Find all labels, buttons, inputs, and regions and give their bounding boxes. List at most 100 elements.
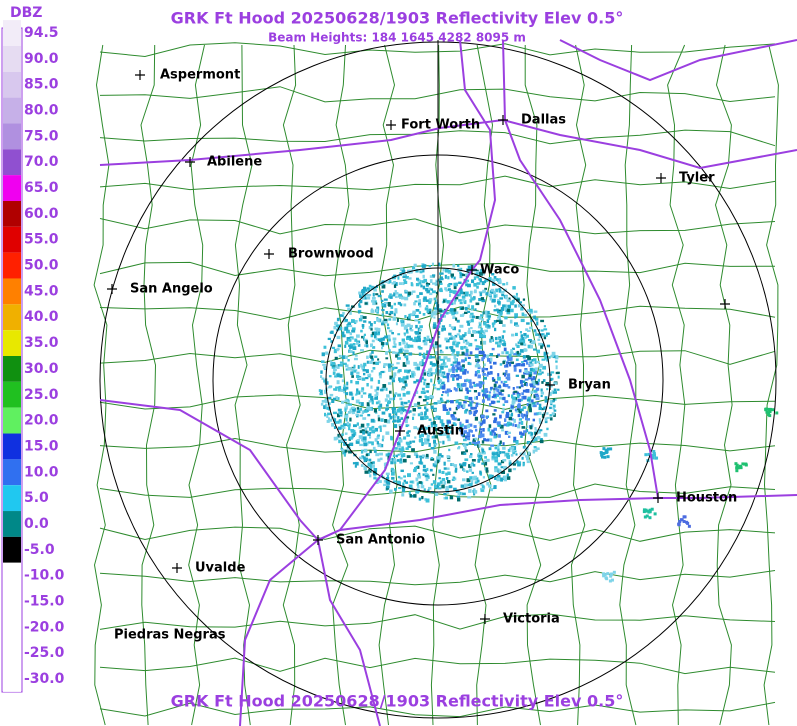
city-marker <box>107 284 117 294</box>
echo <box>447 378 450 383</box>
echo <box>536 436 541 440</box>
echo <box>518 410 522 414</box>
echo <box>401 338 406 342</box>
echo <box>361 324 365 328</box>
echo <box>491 455 495 459</box>
echo <box>497 424 502 427</box>
echo <box>515 410 519 413</box>
echo <box>462 478 466 482</box>
echo <box>437 487 442 490</box>
county-line <box>619 44 637 726</box>
echo <box>382 342 386 346</box>
echo <box>531 404 535 408</box>
echo <box>606 572 610 576</box>
echo <box>331 423 335 427</box>
echo <box>644 453 648 457</box>
echo <box>511 333 515 337</box>
echo <box>389 293 392 297</box>
echo <box>516 460 519 464</box>
echo <box>467 310 471 314</box>
echo <box>381 386 386 391</box>
echo <box>397 441 401 446</box>
echo <box>400 469 404 473</box>
echo <box>442 375 447 379</box>
echo <box>400 408 405 413</box>
echo <box>344 340 349 345</box>
echo <box>443 315 446 318</box>
echo <box>424 395 427 398</box>
echo <box>404 369 408 373</box>
echo <box>512 286 516 290</box>
echo <box>554 355 559 358</box>
echo <box>409 313 413 317</box>
echo <box>524 378 529 381</box>
echo <box>468 396 473 401</box>
echo <box>653 512 657 516</box>
echo <box>359 430 364 434</box>
echo <box>402 364 407 367</box>
echo <box>451 415 456 420</box>
echo <box>441 371 446 375</box>
echo <box>329 418 333 422</box>
echo <box>403 409 407 412</box>
echo <box>480 340 483 345</box>
echo <box>492 378 496 382</box>
city-label: Aspermont <box>160 68 240 83</box>
echo <box>396 480 401 485</box>
echo <box>345 304 350 307</box>
echo <box>500 389 505 392</box>
echo <box>370 398 374 402</box>
echo <box>432 463 437 467</box>
echo <box>523 413 526 417</box>
echo <box>391 457 394 461</box>
echo <box>321 377 325 380</box>
echo <box>529 326 533 330</box>
echo <box>330 360 333 365</box>
echo <box>330 363 333 367</box>
echo <box>402 376 407 380</box>
echo <box>486 354 489 359</box>
echo <box>551 412 555 416</box>
echo <box>433 443 437 448</box>
echo <box>426 370 431 374</box>
echo <box>388 349 391 353</box>
echo <box>345 417 348 422</box>
echo <box>432 290 436 294</box>
echo <box>341 425 346 430</box>
echo <box>499 440 502 444</box>
echo <box>349 336 353 339</box>
echo <box>443 299 446 303</box>
echo <box>503 478 507 482</box>
legend-swatch <box>3 640 21 667</box>
echo <box>340 424 344 427</box>
echo <box>470 312 474 317</box>
echo <box>462 334 466 338</box>
echo <box>343 384 346 389</box>
echo <box>678 519 682 523</box>
echo <box>377 294 382 298</box>
echo <box>487 371 490 375</box>
echo <box>453 276 456 280</box>
echo <box>491 273 495 276</box>
echo <box>320 370 323 374</box>
echo <box>380 371 385 374</box>
echo <box>531 380 536 384</box>
echo <box>388 295 392 299</box>
echo <box>456 264 460 267</box>
echo <box>490 288 495 292</box>
echo <box>551 390 554 395</box>
echo <box>466 379 470 382</box>
echo <box>412 416 415 420</box>
legend-swatch <box>3 304 21 331</box>
echo <box>499 363 503 366</box>
echo <box>382 303 387 308</box>
echo <box>553 388 557 392</box>
echo <box>528 451 531 455</box>
echo <box>339 414 343 417</box>
echo <box>552 404 556 408</box>
echo <box>352 351 355 356</box>
echo <box>552 407 555 410</box>
echo <box>604 448 608 452</box>
echo <box>504 307 509 310</box>
